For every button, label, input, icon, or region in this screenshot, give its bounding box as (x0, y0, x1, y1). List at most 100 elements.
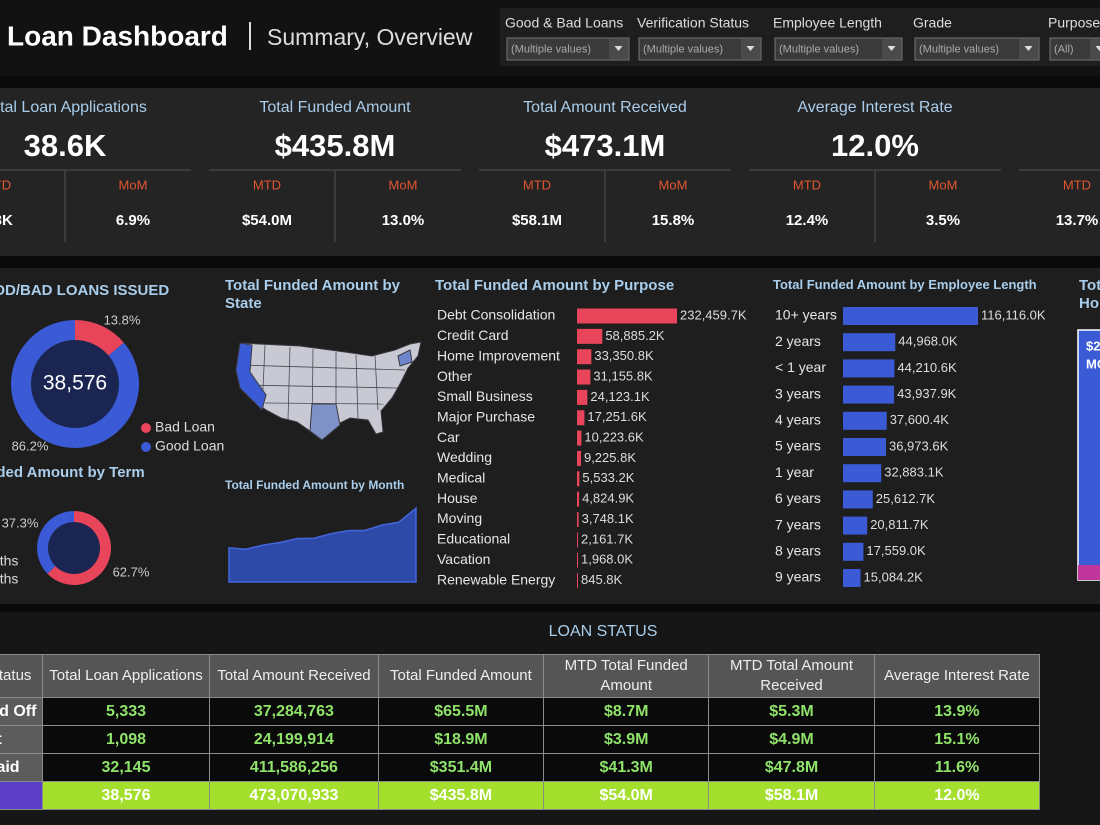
table-cell: 12.0% (873, 781, 1041, 810)
loan-status-table: Loan StatusTotal Loan ApplicationsTotal … (0, 654, 1041, 810)
bar-category: Educational (437, 531, 510, 547)
bar-value-label: 31,155.8K (593, 368, 653, 383)
chart-title: Total Funded Amount by Employee Length (773, 277, 1037, 292)
bar (843, 359, 895, 378)
bar (843, 464, 882, 483)
donut-hole (48, 522, 100, 574)
bar (577, 491, 580, 507)
bar-category: Credit Card (437, 327, 509, 343)
chart-title: Total Funded Amount by State (225, 277, 400, 312)
filter-dropdown[interactable] (1049, 37, 1100, 61)
bar (577, 328, 603, 344)
kpi-mom-label: MoM (659, 177, 688, 192)
bar-value-label: 32,883.1K (884, 465, 944, 480)
bar-value-label: 25,612.7K (876, 491, 936, 506)
bar-category: Other (437, 368, 472, 384)
filter-value: (Multiple values) (779, 43, 859, 55)
donut-segment (37, 511, 74, 574)
filter-dropdown[interactable] (506, 37, 630, 61)
table-cell: $435.8M (377, 781, 545, 810)
legend-label: 36 Months (0, 553, 18, 569)
bar-category: Moving (437, 510, 482, 526)
kpi-mtd-value: 12.4% (786, 212, 829, 229)
bar (843, 307, 978, 325)
table-cell: 5,333 (41, 697, 211, 726)
kpi-value: 38.6K (24, 128, 107, 163)
bar (843, 490, 873, 509)
column-header: Average Interest Rate (873, 654, 1041, 698)
table-title: LOAN STATUS (549, 623, 658, 640)
treemap-tile-other (1078, 565, 1100, 580)
bar-category: 1 year (775, 464, 814, 480)
bar (843, 516, 868, 535)
state-border (239, 364, 406, 371)
bar-category: 5 years (775, 438, 821, 454)
filter-label: Grade (913, 15, 952, 31)
bar-category: 8 years (775, 543, 821, 559)
table-row: Current1,09824,199,914$18.9M$3.9M$4.9M15… (0, 725, 1041, 754)
kpi-title: Average Interest Rate (797, 99, 952, 116)
table-cell: $54.0M (543, 781, 710, 810)
bar (843, 385, 895, 404)
bar (577, 389, 588, 405)
dashboard-subtitle: Summary, Overview (267, 24, 473, 50)
chart-title: Total Funded Amount by Term (0, 464, 145, 481)
table-cell: $41.3M (543, 753, 710, 782)
table-cell: $351.4M (377, 753, 545, 782)
table-cell: $5.3M (708, 697, 875, 726)
filter-dropdown[interactable] (638, 37, 762, 61)
bar-value-label: 44,210.6K (897, 360, 957, 375)
bar (577, 512, 579, 527)
bar-category: Car (437, 429, 460, 445)
bar (577, 430, 582, 446)
filter-dropdown[interactable] (774, 37, 903, 61)
bar-value-label: 44,968.0K (898, 334, 958, 349)
donut-label: 13.8% (104, 312, 141, 327)
bar-category: Medical (437, 470, 485, 486)
table-cell: $3.9M (543, 725, 710, 754)
table-row: Fully Paid32,145411,586,256$351.4M$41.3M… (0, 753, 1041, 782)
column-header: Total Loan Applications (41, 654, 211, 698)
kpi-band (0, 88, 1100, 256)
table-cell: $18.9M (377, 725, 545, 754)
donut-hole (31, 340, 119, 428)
filter-value: (All) (1054, 43, 1074, 55)
bar-value-label: 9,225.8K (584, 450, 636, 465)
dropdown-arrow (746, 46, 755, 51)
bar-value-label: 10,223.6K (584, 430, 644, 445)
donut-label: 62.7% (113, 564, 150, 579)
dropdown-arrow-box (1090, 39, 1100, 59)
state-border (374, 355, 379, 411)
column-header: MTD Total Amount Received (708, 654, 875, 698)
bar-category: 6 years (775, 490, 821, 506)
table-cell: 473,070,933 (209, 781, 379, 810)
bar-category: 2 years (775, 333, 821, 349)
table-cell: 15.1% (873, 725, 1041, 754)
bar (843, 333, 896, 352)
dropdown-arrow (887, 46, 896, 51)
table-cell: 37,284,763 (209, 697, 379, 726)
bar-value-label: 58,885.2K (605, 328, 665, 343)
kpi-mtd-value: $58.1M (512, 212, 562, 229)
legend-label: Good Loan (155, 438, 224, 454)
bar-value-label: 3,748.1K (582, 511, 634, 526)
bar-value-label: 2,161.7K (581, 531, 633, 546)
kpi-mom-label: MoM (929, 177, 958, 192)
kpi-mtd-value: $54.0M (242, 212, 292, 229)
bar (577, 573, 578, 589)
legend-swatch (141, 442, 151, 452)
filter-value: (Multiple values) (919, 43, 999, 55)
kpi-mtd-value: 13.7% (1056, 212, 1099, 229)
dropdown-arrow (1024, 46, 1033, 51)
filter-label: Good & Bad Loans (505, 15, 623, 31)
donut-center-label: 38,576 (43, 372, 107, 395)
donut-segment (75, 320, 124, 356)
kpi-title: Total Funded Amount (259, 99, 411, 116)
chart-title: Total Funded Amount by Month (225, 478, 405, 492)
kpi-mtd-label: MTD (793, 177, 821, 192)
donut-label: 86.2% (12, 438, 49, 453)
filter-dropdown[interactable] (914, 37, 1040, 61)
filter-value: (Multiple values) (511, 43, 591, 55)
column-header: Total Funded Amount (377, 654, 545, 698)
